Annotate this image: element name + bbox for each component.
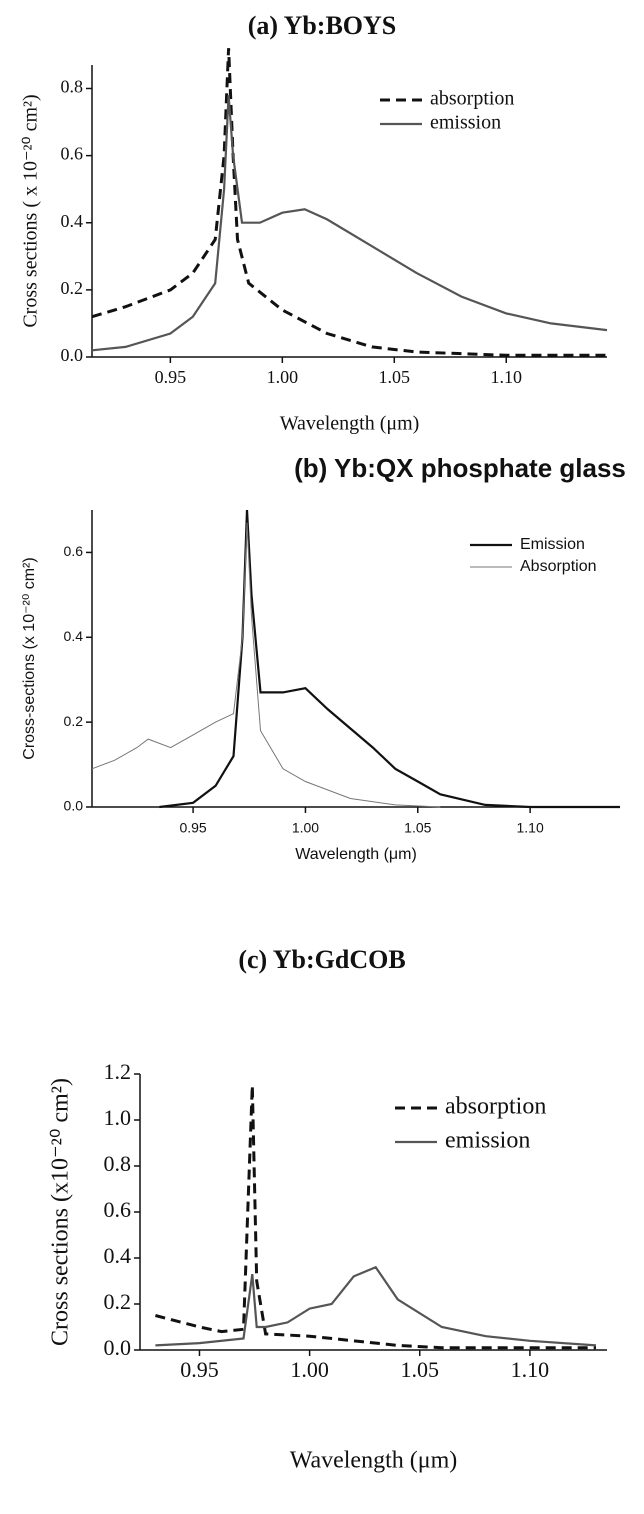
- y-tick-label: 0.6: [104, 1197, 132, 1222]
- y-axis-label: Cross-sections (x 10⁻²⁰ cm²): [21, 557, 38, 759]
- series-line: [91, 95, 608, 352]
- y-tick-label: 0.2: [104, 1289, 132, 1314]
- y-tick-label: 1.2: [104, 1059, 132, 1084]
- legend-label: Absorption: [520, 558, 597, 575]
- x-axis-label: Wavelength (μm): [280, 413, 420, 435]
- chart-panel: (a) Yb:BOYS 0.0 0.2 0.4 0.6 0.8 0.95 1.00 1.05 1.…: [20, 11, 608, 435]
- x-tick-label: 0.95: [179, 820, 206, 836]
- y-tick-label: 0.8: [61, 77, 84, 97]
- x-tick-label: 1.00: [290, 1357, 329, 1382]
- legend-label: emission: [445, 1128, 530, 1154]
- y-tick-label: 0.4: [61, 211, 84, 231]
- series-line: [91, 48, 607, 357]
- y-tick-label: 0.4: [64, 628, 84, 644]
- x-axis-label: Wavelength (μm): [295, 846, 417, 863]
- y-tick-label: 0.0: [61, 345, 84, 365]
- x-tick-label: 1.00: [267, 367, 299, 387]
- y-tick-label: 0.4: [104, 1243, 132, 1268]
- series-line: [155, 1265, 597, 1347]
- x-tick-label: 1.05: [379, 367, 411, 387]
- y-tick-label: 1.0: [104, 1105, 132, 1130]
- x-tick-label: 1.05: [404, 820, 431, 836]
- x-tick-label: 0.95: [180, 1357, 219, 1382]
- chart-panel: (c) Yb:GdCOB 0.0 0.2 0.4 0.6 0.8 1.0 1.2 0.95 1.0…: [48, 945, 607, 1474]
- y-tick-label: 0.0: [64, 798, 84, 814]
- series-line: [91, 522, 441, 808]
- y-tick-label: 0.6: [64, 543, 84, 559]
- y-tick-label: 0.8: [104, 1151, 132, 1176]
- series-line: [159, 509, 620, 809]
- y-tick-label: 0.2: [61, 278, 84, 298]
- legend-label: emission: [430, 112, 501, 134]
- x-tick-label: 1.10: [490, 367, 522, 387]
- legend-label: absorption: [445, 1094, 546, 1120]
- x-tick-label: 0.95: [155, 367, 187, 387]
- y-tick-label: 0.6: [61, 144, 84, 164]
- series-line: [155, 1085, 596, 1350]
- chart-title: (c) Yb:GdCOB: [238, 945, 405, 974]
- x-tick-label: 1.10: [511, 1357, 550, 1382]
- x-axis-label: Wavelength (μm): [290, 1448, 458, 1474]
- y-axis-label: Cross sections ( x 10⁻²⁰ cm²): [20, 94, 42, 327]
- y-tick-label: 0.2: [64, 713, 84, 729]
- chart-title: (b) Yb:QX phosphate glass: [294, 453, 626, 483]
- y-tick-label: 0.0: [104, 1335, 132, 1360]
- x-tick-label: 1.05: [401, 1357, 440, 1382]
- chart-panel: (b) Yb:QX phosphate glass 0.0 0.2 0.4 0.6 0.9…: [21, 453, 626, 863]
- legend-label: Emission: [520, 536, 585, 553]
- x-tick-label: 1.00: [292, 820, 319, 836]
- chart-title: (a) Yb:BOYS: [248, 11, 397, 40]
- x-tick-label: 1.10: [517, 820, 544, 836]
- y-axis-label: Cross sections (x10⁻²⁰ cm²): [48, 1078, 74, 1346]
- legend-label: absorption: [430, 88, 514, 110]
